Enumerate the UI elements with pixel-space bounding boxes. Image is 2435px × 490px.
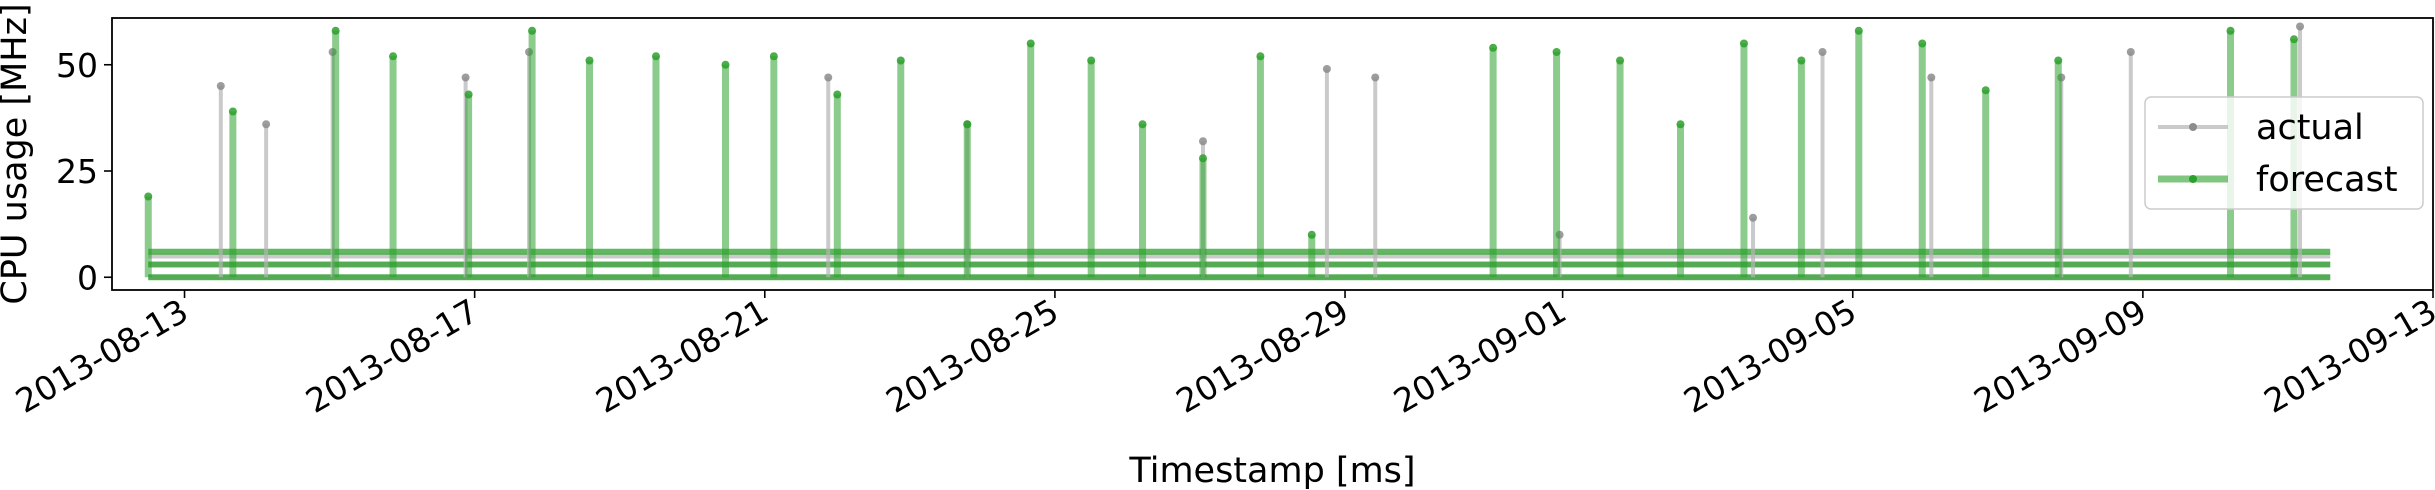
plot-frame — [111, 17, 2434, 291]
forecast-point-28 — [2054, 56, 2063, 65]
forecast-point-8 — [721, 60, 730, 69]
forecast-point-4 — [464, 90, 473, 99]
plot-marks — [144, 22, 2331, 281]
x-axis-label: Timestamp [ms] — [1128, 451, 1415, 490]
forecast-point-1 — [228, 107, 237, 116]
forecast-point-19 — [1489, 43, 1498, 52]
forecast-point-2 — [331, 26, 340, 35]
y-tick-label-1: 25 — [56, 152, 98, 191]
actual-point-8 — [1322, 65, 1331, 73]
x-tick-label-4: 2013-08-29 — [1169, 291, 1355, 421]
forecast-point-7 — [651, 52, 660, 61]
actual-point-3 — [461, 73, 470, 82]
forecast-point-20 — [1552, 48, 1561, 56]
forecast-point-26 — [1918, 39, 1927, 48]
legend-marker-actual — [2189, 123, 2197, 131]
actual-point-5 — [824, 73, 833, 82]
forecast-point-10 — [833, 90, 842, 99]
x-tick-label-6: 2013-09-05 — [1677, 291, 1863, 421]
actual-point-15 — [2126, 48, 2135, 56]
actual-point-16 — [2296, 22, 2305, 31]
actual-point-12 — [1818, 48, 1827, 56]
actual-point-9 — [1371, 73, 1380, 82]
actual-point-1 — [262, 120, 271, 129]
forecast-point-22 — [1676, 120, 1685, 129]
forecast-point-3 — [389, 52, 398, 61]
x-tick-label-0: 2013-08-13 — [9, 291, 195, 421]
legend-label-forecast: forecast — [2256, 160, 2398, 200]
forecast-point-21 — [1616, 56, 1625, 65]
forecast-point-16 — [1198, 154, 1207, 163]
forecast-point-24 — [1797, 56, 1806, 65]
forecast-point-30 — [2289, 35, 2298, 44]
forecast-point-5 — [528, 26, 537, 35]
x-axis-ticks: 2013-08-13 2013-08-17 2013-08-21 2013-08-25… — [9, 290, 2435, 421]
actual-point-13 — [1927, 73, 1936, 82]
actual-point-0 — [216, 82, 225, 90]
legend-marker-forecast — [2189, 175, 2197, 183]
forecast-point-9 — [769, 52, 778, 61]
x-tick-label-1: 2013-08-17 — [299, 291, 485, 421]
y-axis-ticks: 0 25 50 — [56, 46, 112, 297]
y-tick-label-2: 50 — [56, 46, 98, 85]
forecast-point-12 — [963, 120, 972, 129]
forecast-point-6 — [585, 56, 594, 65]
x-tick-label-5: 2013-09-01 — [1387, 291, 1573, 421]
x-tick-label-3: 2013-08-25 — [879, 291, 1065, 421]
forecast-point-0 — [144, 192, 153, 201]
y-axis-label: CPU usage [MHz] — [0, 3, 35, 304]
x-tick-label-2: 2013-08-21 — [589, 291, 775, 421]
forecast-point-17 — [1256, 52, 1265, 61]
actual-point-11 — [1749, 213, 1758, 222]
forecast-point-13 — [1026, 39, 1035, 48]
forecast-point-15 — [1138, 120, 1147, 129]
forecast-point-18 — [1307, 230, 1316, 239]
forecast-point-14 — [1087, 56, 1096, 65]
forecast-point-23 — [1739, 39, 1748, 48]
y-tick-label-0: 0 — [77, 258, 98, 297]
forecast-point-29 — [2226, 26, 2235, 35]
x-tick-label-8: 2013-09-13 — [2257, 291, 2435, 421]
actual-point-7 — [1198, 137, 1207, 146]
x-tick-label-7: 2013-09-09 — [1967, 291, 2153, 421]
legend-label-actual: actual — [2256, 108, 2364, 148]
forecast-point-27 — [1981, 86, 1990, 95]
forecast-point-25 — [1854, 26, 1863, 35]
forecast-point-11 — [896, 56, 905, 65]
legend: actual forecast — [2144, 96, 2424, 210]
